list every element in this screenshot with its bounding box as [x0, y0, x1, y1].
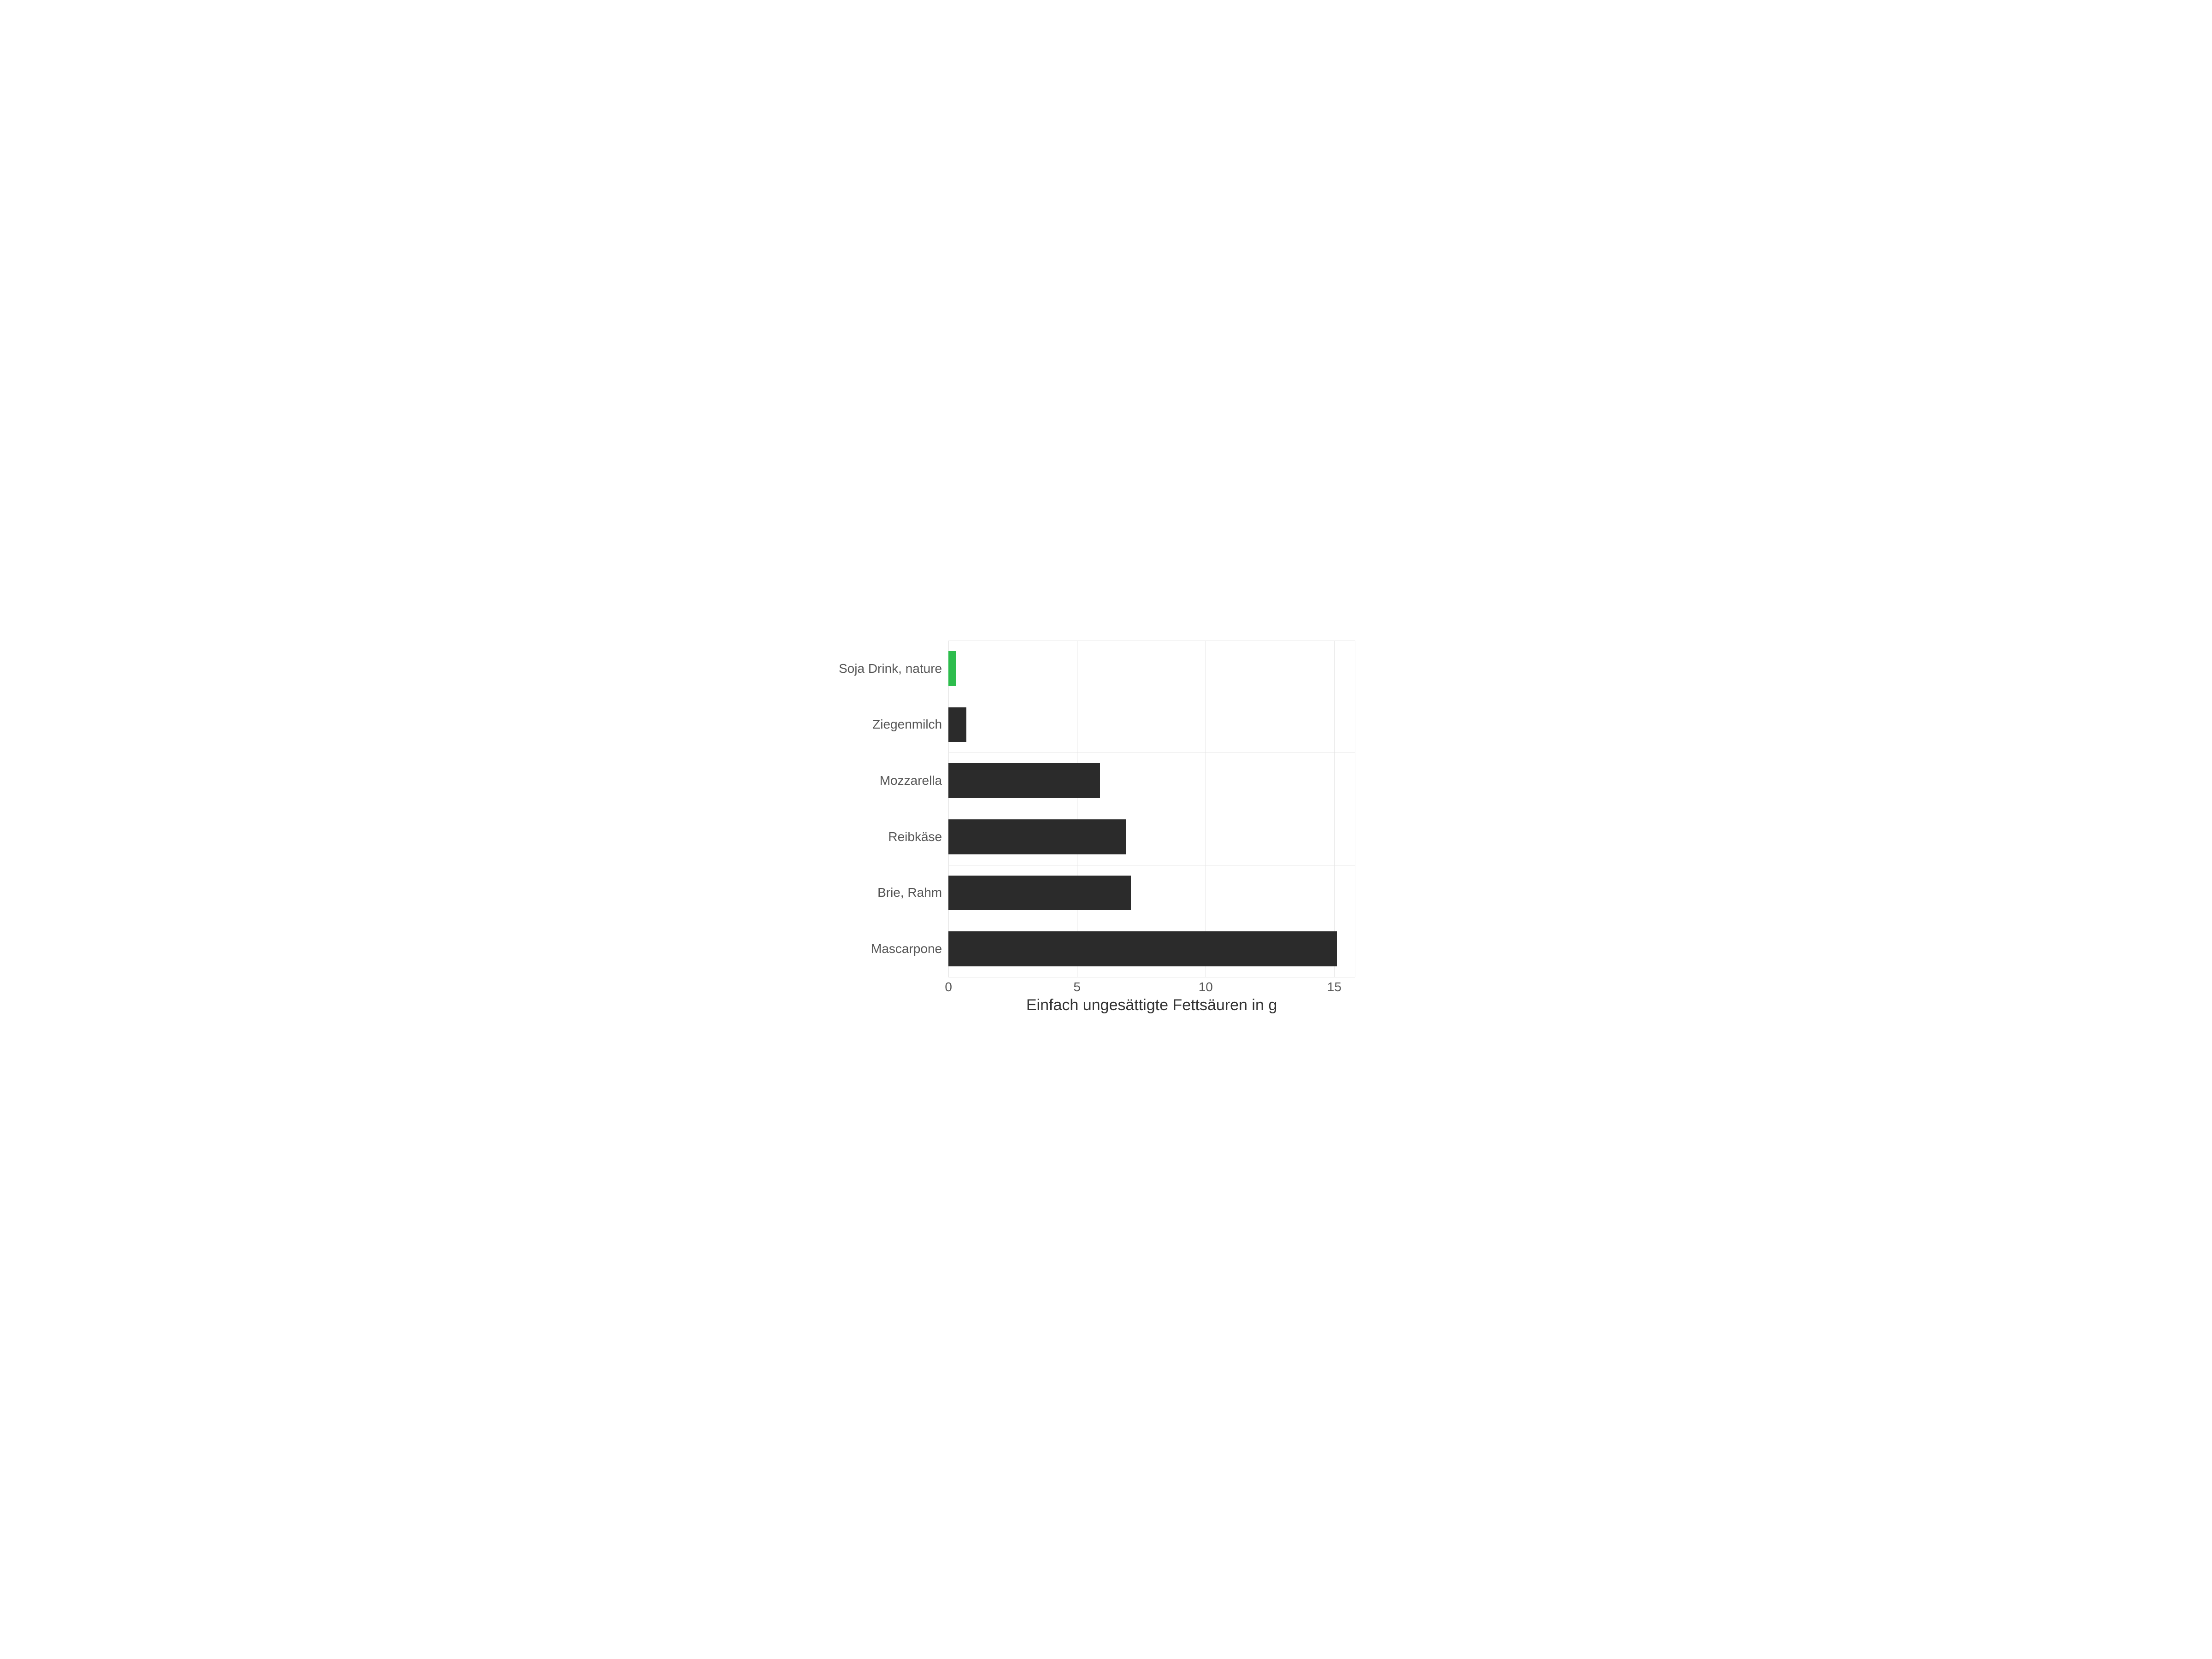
x-tick-label: 10 [1199, 980, 1213, 994]
y-label: Mozzarella [880, 773, 942, 788]
y-label: Soja Drink, nature [839, 661, 942, 676]
x-tick-label: 15 [1327, 980, 1341, 994]
y-label: Brie, Rahm [877, 885, 942, 900]
x-tick-labels: 0 5 10 15 [948, 977, 1355, 995]
bar-slot [948, 697, 1355, 753]
x-tick-label: 0 [945, 980, 952, 994]
y-axis-labels: Soja Drink, nature Ziegenmilch Mozzarell… [839, 641, 948, 977]
fatty-acids-bar-chart: Soja Drink, nature Ziegenmilch Mozzarell… [830, 622, 1382, 1037]
chart-body: Soja Drink, nature Ziegenmilch Mozzarell… [839, 641, 1355, 1018]
bar-slot [948, 809, 1355, 865]
bar-slot [948, 753, 1355, 809]
bar-slot [948, 865, 1355, 921]
x-tick-label: 5 [1073, 980, 1081, 994]
y-label: Ziegenmilch [872, 717, 942, 732]
bar-slot [948, 921, 1355, 977]
x-axis: 0 5 10 15 Einfach ungesättigte Fettsäuren i… [948, 977, 1355, 1018]
bars-container [948, 641, 1355, 977]
y-label: Mascarpone [871, 941, 942, 956]
bar-ziegenmilch [948, 707, 966, 742]
x-axis-title: Einfach ungesättigte Fettsäuren in g [948, 996, 1355, 1014]
bar-soja-drink [948, 651, 956, 686]
bar-slot [948, 641, 1355, 697]
plot-column: 0 5 10 15 Einfach ungesättigte Fettsäuren i… [948, 641, 1355, 1018]
plot-area [948, 641, 1355, 977]
bar-mascarpone [948, 931, 1337, 966]
bar-mozzarella [948, 763, 1100, 798]
bar-reibkaese [948, 819, 1126, 854]
y-label: Reibkäse [888, 830, 942, 844]
bar-brie-rahm [948, 876, 1131, 910]
